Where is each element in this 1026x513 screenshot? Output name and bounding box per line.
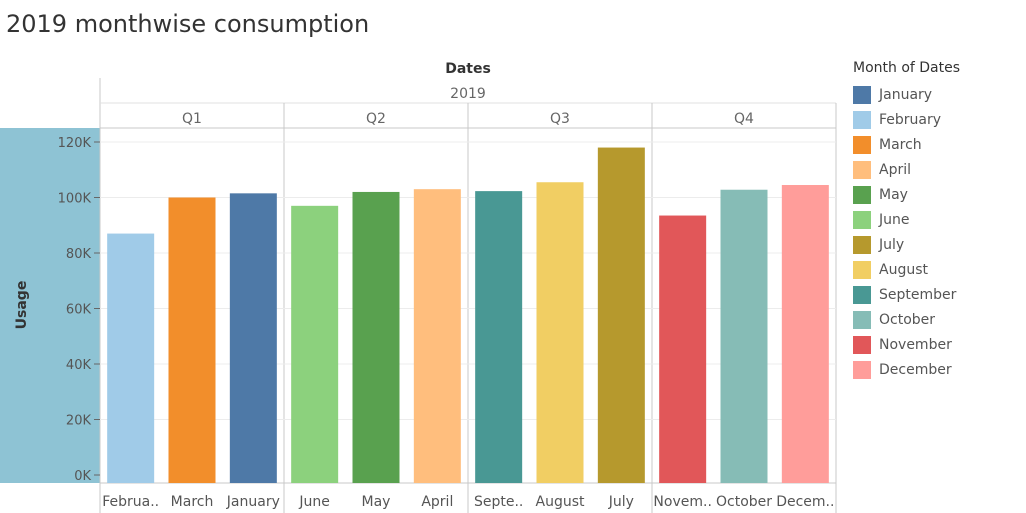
legend-item-september[interactable]: September [853, 282, 960, 307]
y-tick-label: 120K [58, 136, 92, 151]
legend-item-may[interactable]: May [853, 182, 960, 207]
legend-swatch [853, 210, 871, 229]
bar-may[interactable] [352, 191, 400, 483]
quarter-label: Q2 [366, 111, 386, 127]
legend-swatch [853, 310, 871, 329]
x-axis-title: Dates [445, 61, 491, 77]
legend-item-august[interactable]: August [853, 257, 960, 282]
legend-label: September [879, 286, 957, 303]
x-tick-label: June [298, 494, 330, 510]
legend-item-june[interactable]: June [853, 207, 960, 232]
legend-swatch [853, 285, 871, 304]
legend-item-march[interactable]: March [853, 132, 960, 157]
bar-february[interactable] [107, 233, 155, 483]
legend-items: January February March April May June July Augu… [853, 82, 960, 382]
legend-item-february[interactable]: February [853, 107, 960, 132]
x-tick-label: October [716, 494, 772, 510]
bar-december[interactable] [781, 185, 829, 483]
legend-swatch [853, 85, 871, 104]
chart-title: 2019 monthwise consumption [6, 10, 370, 38]
x-tick-label: May [362, 494, 391, 510]
legend-swatch [853, 135, 871, 154]
year-header: 2019 [450, 86, 486, 102]
x-tick-label: Novem.. [653, 494, 711, 510]
bar-march[interactable] [168, 197, 216, 484]
y-tick-label: 20K [66, 414, 92, 429]
y-tick-label: 80K [66, 247, 92, 262]
y-axis-title: Usage [14, 281, 30, 330]
legend-label: March [879, 136, 922, 153]
legend-label: July [879, 236, 905, 253]
legend-item-november[interactable]: November [853, 332, 960, 357]
x-tick-label: March [171, 494, 214, 510]
gridlines [100, 141, 836, 420]
legend-item-april[interactable]: April [853, 157, 960, 182]
legend-label: October [879, 311, 936, 328]
x-tick-label: April [421, 494, 453, 510]
bar-june[interactable] [291, 205, 339, 483]
legend-swatch [853, 335, 871, 354]
legend-swatch [853, 260, 871, 279]
bar-september[interactable] [475, 191, 523, 483]
bar-october[interactable] [720, 189, 768, 484]
y-tick-label: 40K [66, 358, 92, 373]
bar-chart: Usage Dates 2019 0K 20K 40K 60K 80K 100K 120K Q1 Fe… [0, 61, 837, 513]
legend-swatch [853, 160, 871, 179]
legend-label: June [879, 211, 910, 228]
legend-item-october[interactable]: October [853, 307, 960, 332]
chart-frame [0, 78, 837, 513]
bar-november[interactable] [659, 215, 707, 483]
quarter-label: Q1 [182, 111, 202, 127]
x-tick-label: Decem.. [776, 494, 834, 510]
y-tick-label: 0K [74, 469, 91, 484]
legend-item-january[interactable]: January [853, 82, 960, 107]
x-tick-label: July [608, 494, 634, 510]
legend-item-december[interactable]: December [853, 357, 960, 382]
quarter-label: Q3 [550, 111, 570, 127]
legend-label: April [879, 161, 911, 178]
bar-april[interactable] [413, 189, 461, 484]
legend-label: December [879, 361, 952, 378]
quarter-label: Q4 [734, 111, 754, 127]
x-tick-label: Februa.. [102, 494, 159, 510]
y-tick-label: 60K [66, 303, 92, 318]
x-tick-label: January [226, 494, 280, 510]
bar-august[interactable] [536, 182, 584, 484]
legend-label: January [879, 86, 933, 103]
legend-swatch [853, 110, 871, 129]
labels: Usage Dates 2019 0K 20K 40K 60K 80K 100K 120K Q1 Fe… [14, 61, 834, 510]
legend-label: August [879, 261, 928, 278]
x-tick-label: Septe.. [474, 494, 523, 510]
legend-title: Month of Dates [853, 60, 961, 76]
legend-label: November [879, 336, 952, 353]
legend-item-july[interactable]: July [853, 232, 960, 257]
y-axis-band [0, 128, 100, 483]
bar-july[interactable] [597, 147, 645, 484]
legend-swatch [853, 360, 871, 379]
y-tick-label: 100K [58, 192, 92, 207]
bars [107, 147, 829, 484]
bar-january[interactable] [229, 193, 277, 483]
legend-swatch [853, 235, 871, 254]
legend: Month of Dates January February March April… [853, 60, 960, 382]
legend-label: February [879, 111, 942, 128]
x-tick-label: August [536, 494, 586, 510]
legend-swatch [853, 185, 871, 204]
legend-label: May [879, 186, 908, 203]
